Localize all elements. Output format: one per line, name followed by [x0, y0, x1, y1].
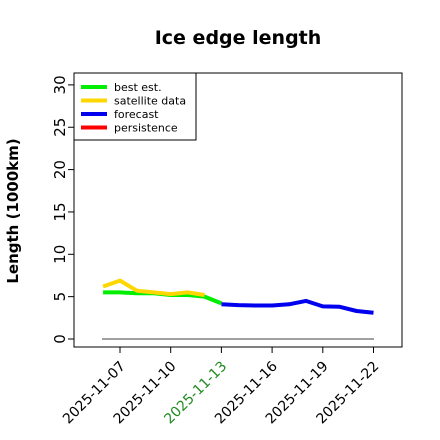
y-tick-label: 25: [51, 118, 69, 137]
series-line-forecast: [221, 298, 374, 315]
chart-title: Ice edge length: [155, 27, 322, 49]
plot-frame: [73, 72, 403, 348]
y-tick-label: 20: [51, 160, 69, 179]
y-tick-label: 10: [51, 245, 69, 264]
legend-label: satellite data: [114, 95, 186, 108]
y-tick-label: 30: [51, 75, 69, 94]
series-line-satellite-data: [102, 278, 205, 297]
legend-label: persistence: [114, 122, 178, 135]
legend-label: best est.: [114, 81, 162, 94]
legend-label: forecast: [114, 108, 159, 121]
y-tick-label: 0: [51, 334, 69, 344]
y-axis-label: Length (1000km): [4, 138, 22, 283]
y-tick-label: 15: [51, 202, 69, 221]
y-tick-label: 5: [51, 292, 69, 302]
